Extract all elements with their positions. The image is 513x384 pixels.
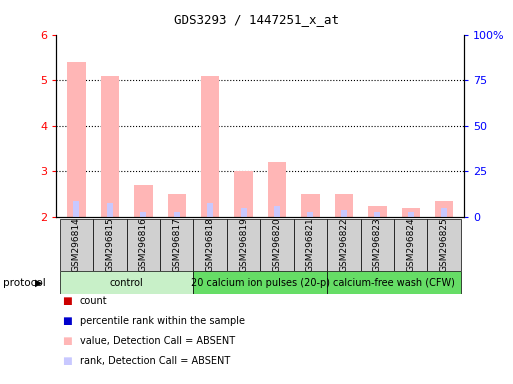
Text: value, Detection Call = ABSENT: value, Detection Call = ABSENT — [80, 336, 234, 346]
Bar — [294, 219, 327, 271]
Bar — [60, 219, 93, 271]
Bar — [241, 208, 247, 217]
Text: GSM296823: GSM296823 — [373, 217, 382, 272]
Text: GSM296819: GSM296819 — [239, 217, 248, 272]
Bar — [193, 271, 327, 294]
Bar — [402, 208, 420, 217]
Bar — [361, 219, 394, 271]
Text: GSM296815: GSM296815 — [105, 217, 114, 272]
Bar — [408, 212, 414, 217]
Bar — [268, 162, 286, 217]
Bar — [260, 219, 294, 271]
Bar — [127, 219, 160, 271]
Bar — [334, 194, 353, 217]
Bar — [134, 185, 152, 217]
Bar — [327, 271, 461, 294]
Bar — [394, 219, 427, 271]
Text: ■: ■ — [62, 336, 71, 346]
Bar — [307, 212, 313, 217]
Text: GSM296816: GSM296816 — [139, 217, 148, 272]
Text: protocol: protocol — [3, 278, 45, 288]
Text: ■: ■ — [62, 296, 71, 306]
Text: ▶: ▶ — [35, 278, 43, 288]
Text: control: control — [110, 278, 144, 288]
Bar — [160, 219, 193, 271]
Bar — [435, 201, 453, 217]
Text: GDS3293 / 1447251_x_at: GDS3293 / 1447251_x_at — [174, 13, 339, 26]
Bar — [73, 201, 80, 217]
Text: ■: ■ — [62, 316, 71, 326]
Text: GSM296824: GSM296824 — [406, 217, 416, 272]
Text: GSM296814: GSM296814 — [72, 217, 81, 272]
Bar — [201, 76, 220, 217]
Bar — [60, 271, 193, 294]
Bar — [227, 219, 261, 271]
Bar — [234, 171, 253, 217]
Text: rank, Detection Call = ABSENT: rank, Detection Call = ABSENT — [80, 356, 230, 366]
Bar — [101, 76, 119, 217]
Bar — [274, 205, 280, 217]
Bar — [141, 212, 146, 217]
Bar — [368, 205, 386, 217]
Text: GSM296825: GSM296825 — [440, 217, 449, 272]
Bar — [67, 62, 86, 217]
Bar — [207, 203, 213, 217]
Bar — [107, 203, 113, 217]
Bar — [93, 219, 127, 271]
Text: GSM296822: GSM296822 — [340, 217, 348, 272]
Bar — [301, 194, 320, 217]
Text: calcium-free wash (CFW): calcium-free wash (CFW) — [333, 278, 455, 288]
Bar — [327, 219, 361, 271]
Text: ■: ■ — [62, 356, 71, 366]
Bar — [441, 208, 447, 217]
Text: 20 calcium ion pulses (20-p): 20 calcium ion pulses (20-p) — [191, 278, 330, 288]
Text: GSM296817: GSM296817 — [172, 217, 181, 272]
Text: count: count — [80, 296, 107, 306]
Text: percentile rank within the sample: percentile rank within the sample — [80, 316, 245, 326]
Bar — [193, 219, 227, 271]
Bar — [174, 212, 180, 217]
Text: GSM296821: GSM296821 — [306, 217, 315, 272]
Bar — [168, 194, 186, 217]
Bar — [341, 210, 347, 217]
Text: GSM296820: GSM296820 — [272, 217, 282, 272]
Bar — [427, 219, 461, 271]
Text: GSM296818: GSM296818 — [206, 217, 215, 272]
Bar — [374, 212, 380, 217]
